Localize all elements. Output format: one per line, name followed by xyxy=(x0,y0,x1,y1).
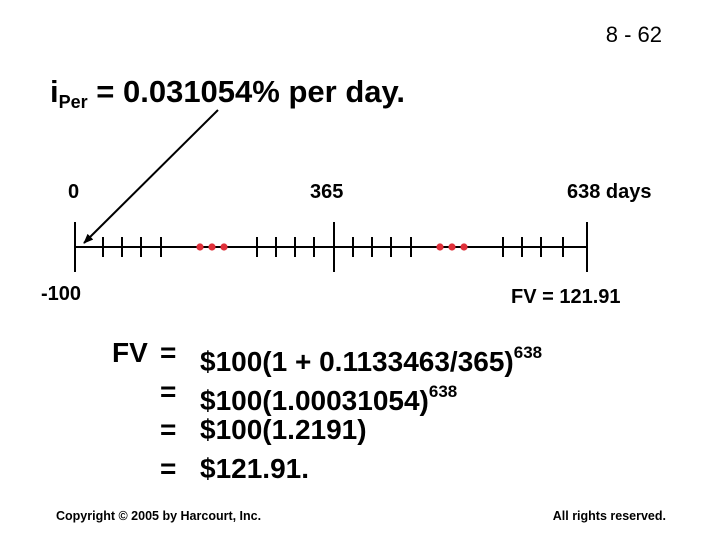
formula-exponent: 638 xyxy=(513,343,543,362)
ellipsis-dot xyxy=(460,243,468,251)
ellipsis-dot xyxy=(220,243,228,251)
rate-subscript: Per xyxy=(58,92,88,112)
formula-expression: $100(1.00031054)638 xyxy=(200,373,458,416)
formula-text: $100(1.00031054) xyxy=(200,384,429,416)
fv-formula: FV = $100(1 + 0.1133463/365)638 = $100(1… xyxy=(112,334,542,488)
formula-line: FV = $100(1 + 0.1133463/365)638 xyxy=(112,334,543,377)
rights-notice: All rights reserved. xyxy=(552,509,666,523)
rate-pointer-arrow xyxy=(83,109,219,244)
copyright-notice: Copyright © 2005 by Harcourt, Inc. xyxy=(56,509,262,523)
ellipsis-dot xyxy=(436,243,444,251)
formula-expression: $100(1 + 0.1133463/365)638 xyxy=(200,334,543,377)
formula-equals: = xyxy=(160,452,177,484)
formula-equals: = xyxy=(160,414,177,445)
formula-text: $100(1 + 0.1133463/365) xyxy=(200,346,514,377)
timeline-mid-label: 365 xyxy=(310,181,344,203)
rate-symbol: i xyxy=(50,74,59,109)
timeline-start-label: 0 xyxy=(68,181,80,203)
formula-line: = $100(1.2191) xyxy=(112,411,542,450)
present-value-label: -100 xyxy=(41,283,82,305)
formula-equals: = xyxy=(160,337,177,368)
formula-exponent: 638 xyxy=(428,381,458,401)
periodic-rate-statement: iPer = 0.031054% per day. xyxy=(50,74,405,113)
slide-number: 8 - 62 xyxy=(605,22,662,47)
ellipsis-dot xyxy=(196,243,204,251)
formula-equals: = xyxy=(160,375,177,407)
timeline-ellipsis-dots xyxy=(196,243,468,251)
formula-line: = $100(1.00031054)638 xyxy=(112,373,542,416)
formula-line: = $121.91. xyxy=(112,450,542,489)
future-value-label: FV = 121.91 xyxy=(511,286,621,308)
formula-lhs: FV xyxy=(112,337,148,368)
timeline-end-label: 638 days xyxy=(567,181,652,203)
rate-value-text: = 0.031054% per day. xyxy=(87,74,406,109)
formula-text: $121.91. xyxy=(200,452,309,484)
ellipsis-dot xyxy=(208,243,216,251)
ellipsis-dot xyxy=(448,243,456,251)
formula-text: $100(1.2191) xyxy=(200,414,367,445)
timeline-ticks xyxy=(74,222,588,272)
